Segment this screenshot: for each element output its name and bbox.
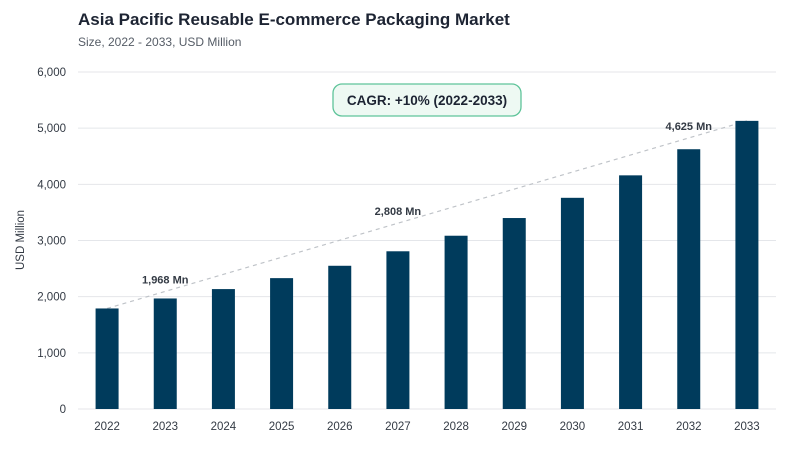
x-tick-label: 2025 bbox=[269, 421, 295, 433]
bar-2022 bbox=[95, 308, 119, 409]
bar-2032 bbox=[677, 149, 701, 409]
y-tick-label: 0 bbox=[60, 404, 66, 416]
bar-2030 bbox=[560, 197, 584, 409]
bar-2024 bbox=[211, 289, 235, 409]
chart-subtitle: Size, 2022 - 2033, USD Million bbox=[78, 35, 242, 49]
x-tick-label: 2026 bbox=[327, 421, 353, 433]
bar-2023 bbox=[153, 298, 177, 409]
y-tick-label: 5,000 bbox=[37, 123, 66, 135]
y-tick-label: 2,000 bbox=[37, 292, 66, 304]
y-tick-label: 1,000 bbox=[37, 348, 66, 360]
data-label-2023: 1,968 Mn bbox=[142, 274, 189, 286]
x-tick-label: 2032 bbox=[676, 421, 702, 433]
y-tick-label: 3,000 bbox=[37, 236, 66, 248]
x-tick-label: 2033 bbox=[734, 421, 760, 433]
x-tick-label: 2031 bbox=[618, 421, 644, 433]
y-axis-label: USD Million bbox=[15, 210, 27, 270]
bar-2026 bbox=[328, 265, 352, 409]
x-tick-label: 2030 bbox=[560, 421, 586, 433]
data-label-2032: 4,625 Mn bbox=[666, 121, 713, 133]
bar-2031 bbox=[619, 175, 643, 409]
bars bbox=[95, 120, 759, 410]
trend-line bbox=[106, 120, 748, 310]
bar-2028 bbox=[444, 235, 468, 409]
x-tick-label: 2028 bbox=[443, 421, 469, 433]
cagr-label: CAGR: +10% (2022-2033) bbox=[347, 93, 507, 108]
y-tick-label: 6,000 bbox=[37, 67, 66, 79]
x-tick-label: 2029 bbox=[501, 421, 527, 433]
x-tick-label: 2023 bbox=[152, 421, 178, 433]
gridlines bbox=[78, 71, 776, 410]
annotations: 1,968 Mn 2,808 Mn 4,625 Mn bbox=[142, 121, 712, 286]
cagr-badge: CAGR: +10% (2022-2033) bbox=[332, 83, 522, 117]
data-label-2027: 2,808 Mn bbox=[375, 206, 422, 218]
y-tick-label: 4,000 bbox=[37, 179, 66, 191]
x-tick-label: 2022 bbox=[94, 421, 120, 433]
x-tick-label: 2024 bbox=[211, 421, 237, 433]
y-axis-ticks: 0 1,000 2,000 3,000 4,000 5,000 6,000 bbox=[37, 67, 66, 416]
cagr-badge-box bbox=[332, 83, 522, 117]
x-tick-label: 2027 bbox=[385, 421, 411, 433]
bar-2025 bbox=[270, 278, 294, 409]
x-axis-ticks: 2022 2023 2024 2025 2026 2027 2028 2029 2030 2031… bbox=[94, 421, 759, 433]
chart-title: Asia Pacific Reusable E-commerce Packagi… bbox=[78, 10, 510, 29]
bar-2033 bbox=[735, 120, 759, 410]
bar-2029 bbox=[502, 218, 526, 409]
bar-2027 bbox=[386, 251, 410, 409]
